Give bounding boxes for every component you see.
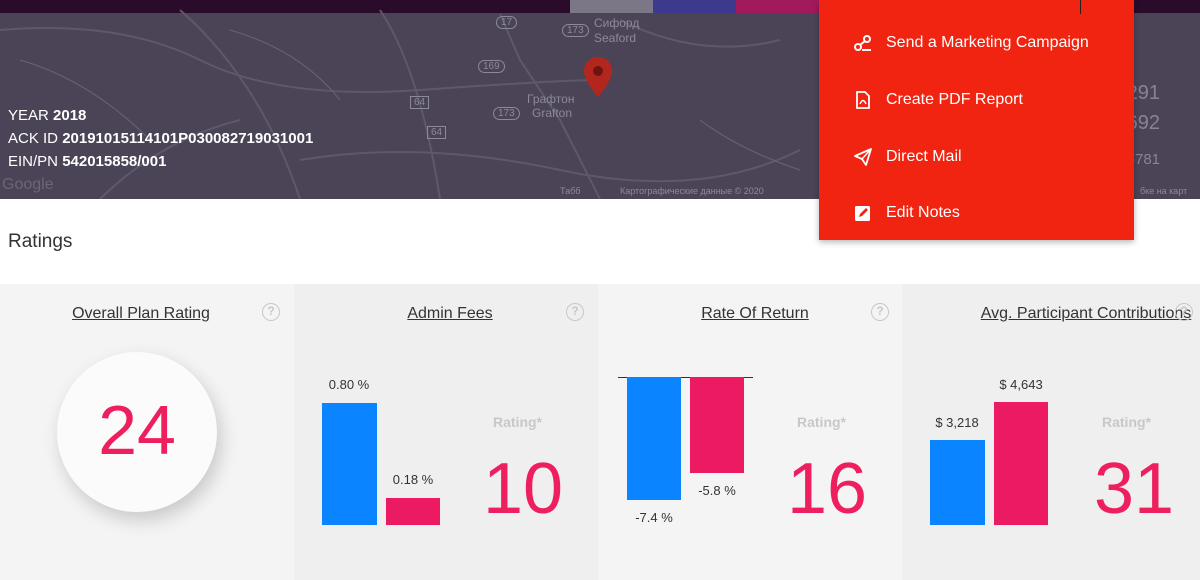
card-title-rate-of-return[interactable]: Rate Of Return <box>701 305 809 322</box>
map-label: Сифорд <box>594 16 640 30</box>
route-shield: 169 <box>478 60 505 73</box>
menu-item-marketing-campaign[interactable]: Send a Marketing Campaign <box>819 23 1134 63</box>
card-avg-participant-contributions <box>902 284 1200 580</box>
help-icon[interactable]: ? <box>1175 303 1193 321</box>
map-roads <box>0 9 801 199</box>
rating-caption: Rating* <box>797 414 846 430</box>
card-title-admin-fees[interactable]: Admin Fees <box>407 305 493 322</box>
map-attribution[interactable]: Картографические данные © 2020 <box>620 186 764 196</box>
help-icon[interactable]: ? <box>566 303 584 321</box>
avg-contributions-benchmark-label: $ 4,643 <box>999 377 1043 392</box>
map-label: Табб <box>560 186 581 196</box>
admin-fees-benchmark-label: 0.18 % <box>392 472 434 487</box>
rate-of-return-plan-label: -7.4 % <box>635 510 673 525</box>
actions-dropdown: Send a Marketing Campaign Create PDF Rep… <box>819 0 1134 240</box>
interstate-shield: 64 <box>410 96 430 109</box>
menu-item-edit-notes[interactable]: Edit Notes <box>819 193 1134 233</box>
rating-caption: Rating* <box>1102 414 1151 430</box>
rate-of-return-plan-bar <box>627 377 681 500</box>
route-shield: 17 <box>496 16 518 29</box>
ein-row: EIN/PN 542015858/001 <box>8 153 167 170</box>
help-icon[interactable]: ? <box>871 303 889 321</box>
nav-segment[interactable] <box>736 0 819 13</box>
ack-value: 20191015114101P030082719031001 <box>62 130 314 147</box>
menu-item-direct-mail[interactable]: Direct Mail <box>819 137 1134 177</box>
rate-of-return-score: 16 <box>787 449 868 529</box>
plan-meta: YEAR 2018 ACK ID 20191015114101P03008271… <box>8 104 313 173</box>
zero-axis-line <box>618 377 753 378</box>
paper-plane-icon <box>854 148 872 166</box>
overall-score-circle: 24 <box>57 352 217 512</box>
map-label: Seaford <box>594 31 637 45</box>
campaign-icon <box>854 35 871 51</box>
map-report-link[interactable]: бке на карт <box>1140 186 1188 196</box>
admin-fees-plan-label: 0.80 % <box>328 377 370 392</box>
map-pin-icon[interactable] <box>584 57 612 97</box>
card-title-avg-contributions[interactable]: Avg. Participant Contributions <box>980 305 1192 322</box>
admin-fees-benchmark-bar <box>386 497 440 525</box>
map-label: Grafton <box>532 106 573 120</box>
overall-score: 24 <box>98 391 176 469</box>
pdf-icon <box>856 91 870 109</box>
ratings-heading: Ratings <box>8 231 73 252</box>
rate-of-return-benchmark-label: -5.8 % <box>698 483 736 499</box>
rate-of-return-benchmark-bar <box>690 377 744 474</box>
avg-contributions-plan-label: $ 3,218 <box>935 414 979 430</box>
menu-item-pdf-report[interactable]: Create PDF Report <box>819 80 1134 120</box>
card-title-overall[interactable]: Overall Plan Rating <box>72 305 210 322</box>
admin-fees-plan-bar <box>322 403 377 525</box>
avg-contributions-benchmark-bar <box>994 402 1048 525</box>
map-label: Графтон <box>527 92 575 106</box>
help-icon[interactable]: ? <box>262 303 280 321</box>
admin-fees-score: 10 <box>483 449 564 529</box>
nav-segment[interactable] <box>653 0 736 13</box>
year-row: YEAR 2018 <box>8 107 87 124</box>
edit-icon <box>855 206 870 221</box>
nav-segment[interactable] <box>570 0 653 13</box>
rating-caption: Rating* <box>493 414 542 430</box>
route-shield: 173 <box>562 24 589 37</box>
year-value: 2018 <box>53 107 87 124</box>
avg-contributions-score: 31 <box>1094 449 1175 529</box>
menu-divider <box>1080 0 1081 14</box>
interstate-shield: 64 <box>427 126 447 139</box>
ein-value: 542015858/001 <box>62 153 167 170</box>
avg-contributions-plan-bar <box>930 439 985 525</box>
ack-row: ACK ID 20191015114101P030082719031001 <box>8 130 314 147</box>
google-logo: Google <box>2 176 54 193</box>
route-shield: 173 <box>493 107 520 120</box>
